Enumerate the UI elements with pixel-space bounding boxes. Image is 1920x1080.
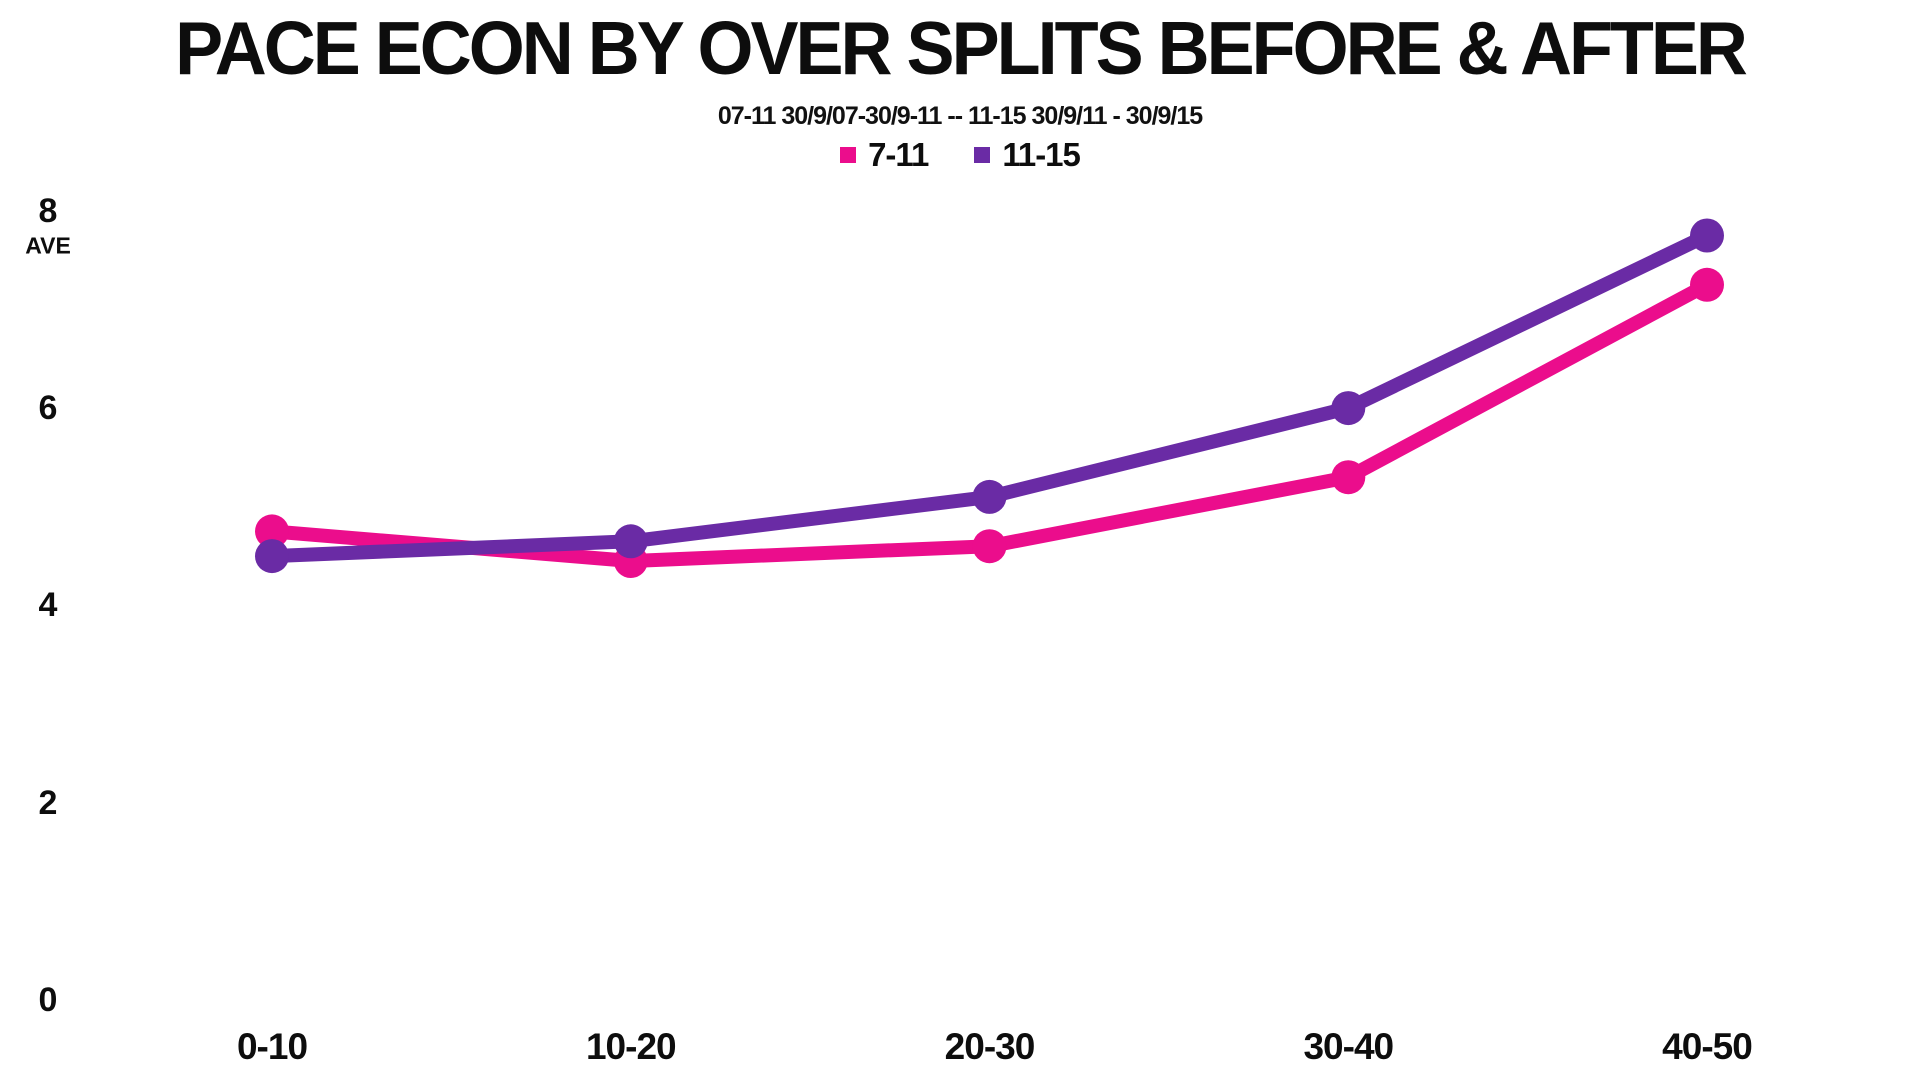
y-axis-title: AVE: [25, 232, 71, 259]
legend-swatch-icon: [974, 146, 991, 163]
series-marker-11-15-40-50: [1690, 218, 1724, 253]
series-marker-11-15-10-20: [613, 524, 648, 559]
series-marker-7-11-30-40: [1331, 460, 1366, 495]
y-axis-tick-label-8: 8: [38, 191, 58, 230]
legend-swatch-icon: [840, 146, 857, 163]
x-axis-tick-label-40-50: 40-50: [1662, 1026, 1753, 1067]
legend-item-11-15: 11-15: [974, 136, 1081, 173]
x-axis-tick-label-0-10: 0-10: [236, 1026, 308, 1067]
legend: 7-11 11-15: [0, 138, 1920, 171]
x-axis-tick-label-30-40: 30-40: [1303, 1026, 1394, 1067]
y-axis-tick-label-4: 4: [38, 586, 58, 625]
series-line-7-11: [265, 277, 1714, 568]
y-axis-tick-label-6: 6: [38, 389, 58, 428]
legend-label: 11-15: [1002, 136, 1081, 173]
series-marker-7-11-20-30: [972, 529, 1007, 564]
series-marker-11-15-20-30: [972, 479, 1007, 514]
x-axis-tick-label-20-30: 20-30: [944, 1026, 1036, 1067]
series-marker-7-11-0-10: [255, 514, 289, 549]
chart-title: PACE ECON BY OVER SPLITS BEFORE & AFTER: [175, 7, 1748, 91]
series-marker-11-15-0-10: [255, 539, 289, 574]
series-marker-7-11-40-50: [1690, 267, 1724, 302]
legend-label: 7-11: [868, 136, 929, 173]
series-marker-11-15-30-40: [1331, 391, 1366, 426]
y-axis-tick-label-0: 0: [38, 981, 58, 1019]
x-axis-tick-label-10-20: 10-20: [585, 1026, 677, 1067]
y-axis-tick-label-2: 2: [38, 783, 58, 822]
legend-item-7-11: 7-11: [840, 136, 929, 173]
chart-subtitle: 07-11 30/9/07-30/9-11 -- 11-15 30/9/11 -…: [717, 102, 1203, 130]
